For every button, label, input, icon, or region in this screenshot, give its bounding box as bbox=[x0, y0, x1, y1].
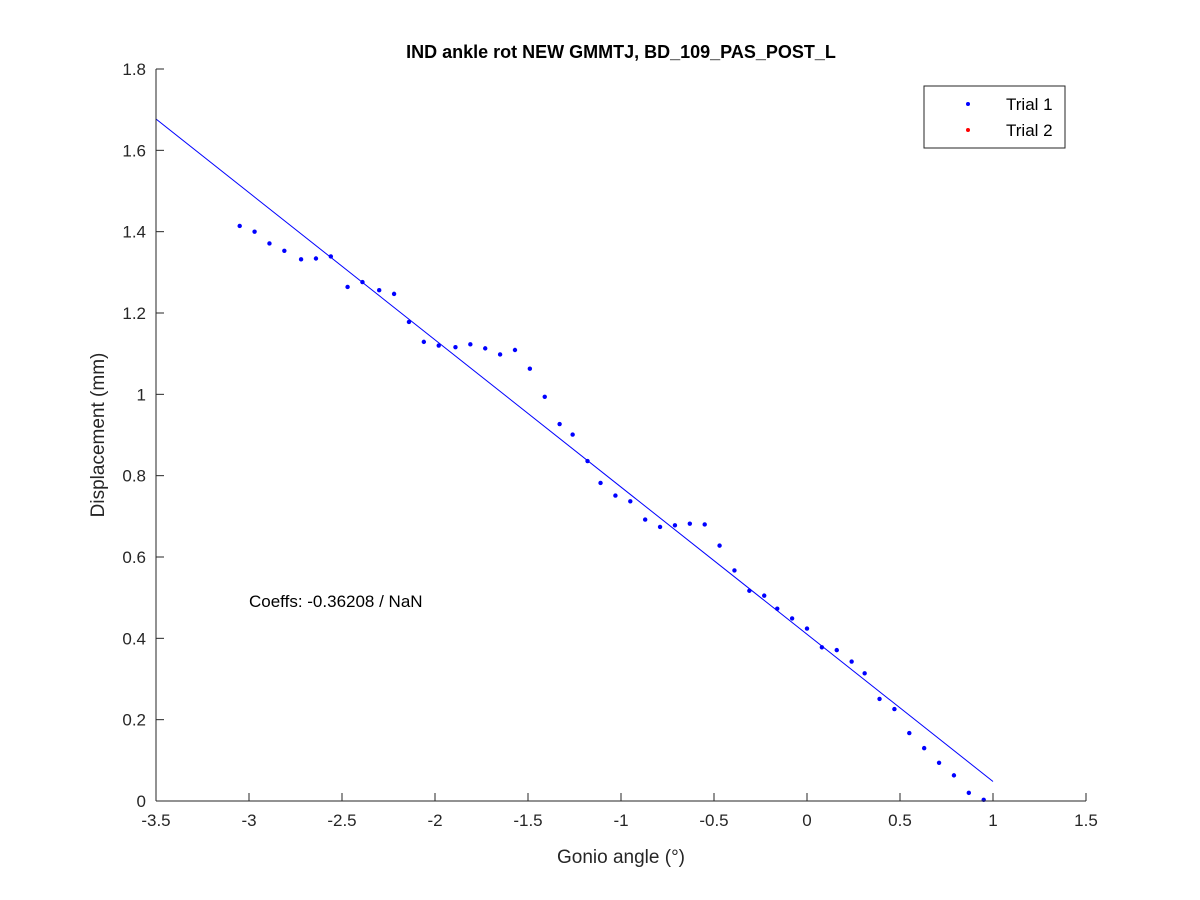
x-tick-label: 1.5 bbox=[1074, 811, 1098, 830]
legend-box bbox=[923, 85, 1066, 149]
data-point-trial-1 bbox=[391, 291, 397, 297]
data-point-trial-1 bbox=[542, 394, 547, 399]
data-point-trial-1 bbox=[436, 343, 441, 348]
data-point-trial-1 bbox=[282, 248, 287, 253]
y-tick-label: 1 bbox=[137, 385, 146, 404]
y-tick-label: 1.2 bbox=[122, 304, 146, 323]
y-tick-label: 0.6 bbox=[122, 548, 146, 567]
data-point-trial-1 bbox=[313, 256, 319, 261]
y-tick-label: 1.4 bbox=[122, 223, 146, 242]
y-axis-label: Displacement (mm) bbox=[88, 353, 109, 518]
x-ticks-layer: -3.5 -3 -2.5 -2 -1.5 -1 -0.5 0 0.5 1 1.5 bbox=[141, 793, 1098, 830]
legend-label-trial-2: Trial 2 bbox=[1006, 121, 1053, 140]
x-tick-label: -0.5 bbox=[699, 811, 728, 830]
legend: Trial 1 Trial 2 bbox=[923, 85, 1066, 149]
fit-line-layer bbox=[155, 118, 994, 782]
x-tick-label: -1.5 bbox=[513, 811, 542, 830]
x-axis-label: Gonio angle (°) bbox=[557, 847, 685, 868]
data-point-trial-1 bbox=[557, 421, 562, 427]
y-tick-label: 1.6 bbox=[122, 141, 146, 160]
data-point-trial-1 bbox=[862, 671, 867, 676]
data-point-trial-1 bbox=[468, 342, 473, 347]
data-point-trial-1 bbox=[252, 229, 257, 234]
data-point-trial-1 bbox=[406, 319, 412, 325]
data-point-trial-1 bbox=[570, 432, 575, 437]
y-tick-label: 0 bbox=[137, 792, 146, 811]
y-tick-label: 1.8 bbox=[122, 60, 146, 79]
data-point-trial-1 bbox=[936, 760, 942, 765]
data-point-trial-1 bbox=[892, 706, 897, 712]
data-point-trial-1 bbox=[345, 284, 350, 290]
data-point-trial-1 bbox=[672, 523, 678, 528]
data-point-trial-1 bbox=[628, 499, 633, 504]
data-point-trial-1 bbox=[360, 279, 365, 285]
data-point-trial-1 bbox=[687, 521, 693, 526]
legend-label-trial-1: Trial 1 bbox=[1006, 95, 1053, 114]
x-tick-label: 0 bbox=[802, 811, 811, 830]
data-point-trial-1 bbox=[732, 568, 737, 573]
data-point-trial-1 bbox=[377, 288, 382, 293]
data-point-trial-1 bbox=[512, 347, 518, 353]
x-tick-label: -3.5 bbox=[141, 811, 170, 830]
data-point-trial-1 bbox=[421, 339, 427, 345]
data-point-trial-1 bbox=[966, 790, 972, 796]
x-tick-label: -2.5 bbox=[327, 811, 356, 830]
data-point-trial-1 bbox=[717, 543, 722, 548]
data-point-trial-1 bbox=[497, 352, 503, 357]
axes-background bbox=[156, 69, 1086, 801]
x-tick-label: 0.5 bbox=[888, 811, 912, 830]
y-tick-label: 0.8 bbox=[122, 467, 146, 486]
data-point-trial-1 bbox=[657, 524, 663, 530]
data-point-trial-1 bbox=[804, 626, 810, 631]
y-ticks-layer: 0 0.2 0.4 0.6 0.8 1 1.2 1.4 1.6 1.8 bbox=[122, 60, 164, 811]
x-tick-label: -1 bbox=[613, 811, 628, 830]
data-point-trial-1 bbox=[598, 480, 603, 486]
y-tick-label: 0.4 bbox=[122, 629, 146, 648]
data-point-trial-1 bbox=[453, 344, 458, 350]
x-tick-label: -3 bbox=[241, 811, 256, 830]
data-point-trial-1 bbox=[849, 659, 854, 664]
x-tick-label: 1 bbox=[988, 811, 997, 830]
data-point-trial-1 bbox=[702, 522, 707, 527]
data-point-trial-1 bbox=[585, 458, 590, 464]
chart-title: IND ankle rot NEW GMMTJ, BD_109_PAS_POST… bbox=[406, 42, 836, 62]
data-point-trial-1 bbox=[921, 745, 927, 751]
data-point-trial-1 bbox=[237, 223, 242, 229]
legend-marker-trial-1 bbox=[966, 102, 970, 106]
data-point-trial-1 bbox=[483, 346, 488, 351]
y-tick-label: 0.2 bbox=[122, 711, 146, 730]
data-point-trial-1 bbox=[877, 696, 882, 702]
data-point-trial-1 bbox=[907, 730, 912, 736]
data-point-trial-1 bbox=[298, 257, 304, 262]
data-point-trial-1 bbox=[819, 645, 825, 650]
data-point-trial-1 bbox=[613, 493, 618, 498]
data-point-trial-1 bbox=[834, 647, 839, 653]
data-point-trial-1 bbox=[951, 773, 957, 778]
data-point-trial-1 bbox=[267, 241, 272, 246]
data-points-layer bbox=[237, 223, 986, 802]
legend-marker-trial-2 bbox=[966, 128, 970, 132]
data-point-trial-1 bbox=[527, 366, 533, 371]
data-point-trial-1 bbox=[775, 606, 780, 611]
fit-line bbox=[155, 118, 994, 782]
data-point-trial-1 bbox=[328, 254, 334, 259]
x-tick-label: -2 bbox=[427, 811, 442, 830]
data-point-trial-1 bbox=[762, 593, 767, 598]
data-point-trial-1 bbox=[789, 616, 795, 621]
data-point-trial-1 bbox=[747, 588, 752, 593]
data-point-trial-1 bbox=[642, 517, 648, 522]
coeffs-annotation: Coeffs: -0.36208 / NaN bbox=[249, 592, 423, 611]
